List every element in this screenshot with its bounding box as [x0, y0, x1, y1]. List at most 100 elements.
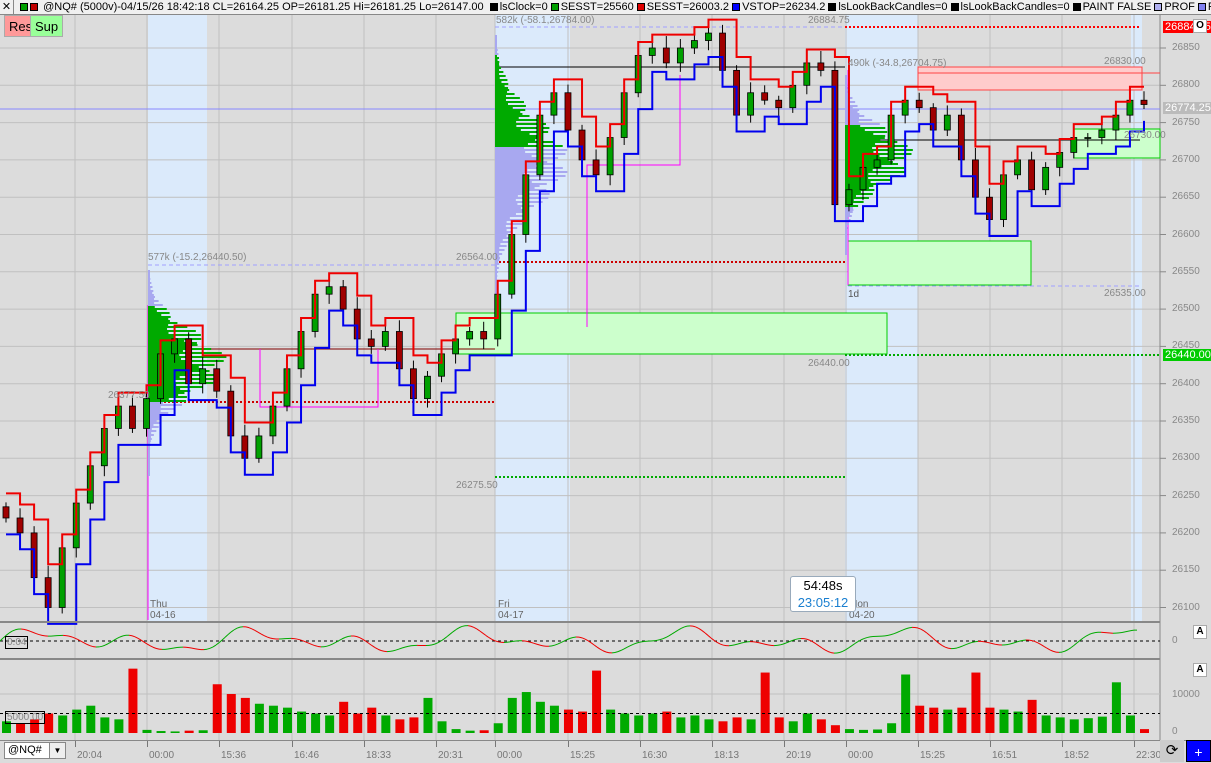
- legend-item: VSTOP=26234.2: [729, 1, 825, 13]
- volume-autoscale-button[interactable]: A: [1193, 663, 1207, 677]
- volume-profile-bar: [495, 87, 508, 89]
- volume-bar: [297, 712, 306, 733]
- oscillator-segment: [99, 646, 102, 647]
- volume-profile-bar: [148, 404, 182, 406]
- candle: [3, 507, 9, 518]
- volume-bar: [873, 729, 882, 733]
- oscillator-segment: [993, 644, 996, 645]
- refresh-icon[interactable]: ⟳: [1160, 740, 1184, 762]
- volume-profile-bar: [495, 81, 501, 83]
- oscillator-segment: [315, 646, 318, 647]
- volume-bar: [508, 698, 517, 733]
- oscillator-segment: [762, 643, 765, 644]
- oscillator-segment: [597, 647, 600, 649]
- time-tick: 22:30: [1136, 750, 1161, 761]
- pane-divider: [0, 621, 1160, 623]
- oscillator-segment: [246, 627, 249, 628]
- volume-profile-bar: [845, 179, 891, 181]
- volume-profile-bar: [148, 418, 161, 420]
- volume-profile-bar: [495, 195, 518, 197]
- oscillator-segment: [840, 651, 843, 652]
- candle: [326, 287, 332, 294]
- oscillator-segment: [189, 648, 192, 649]
- level-label: 26535.00: [1104, 288, 1146, 299]
- oscillator-segment: [837, 652, 840, 653]
- volume-profile-bar: [148, 332, 169, 334]
- day-date: 04-17: [498, 610, 524, 621]
- volume-profile-bar: [148, 314, 161, 316]
- plus-icon[interactable]: +: [1186, 740, 1211, 762]
- red-square-icon: [30, 3, 38, 11]
- oscillator-segment: [945, 647, 948, 648]
- time-tick: 18:33: [366, 750, 391, 761]
- volume-profile-bar: [845, 229, 847, 231]
- oscillator-segment: [255, 630, 258, 632]
- legend-label: lsLookBackCandles=0: [961, 1, 1070, 13]
- time-tick-mark: [568, 741, 569, 747]
- oscillator-segment: [633, 643, 636, 644]
- volume-bar: [480, 730, 489, 733]
- volume-bar: [494, 723, 503, 733]
- oscillator-segment: [111, 640, 114, 642]
- oscillator-segment: [765, 644, 768, 645]
- oscillator-segment: [735, 644, 738, 645]
- volume-bar: [100, 717, 109, 733]
- close-icon[interactable]: ✕: [0, 0, 14, 14]
- time-tick-mark: [219, 741, 220, 747]
- volume-profile-bar: [845, 233, 847, 235]
- price-chart[interactable]: [0, 15, 1211, 740]
- oscillator-segment: [861, 639, 864, 640]
- volume-profile-bar: [148, 460, 150, 462]
- symbol-select[interactable]: @NQ#▼: [4, 742, 66, 759]
- volume-bar: [1112, 682, 1121, 733]
- price-tick: 26650: [1172, 191, 1200, 202]
- volume-profile-bar: [495, 177, 526, 179]
- oscillator-segment: [306, 642, 309, 643]
- oscillator-segment: [828, 651, 831, 652]
- oscillator-segment: [1089, 633, 1092, 634]
- candle: [214, 369, 220, 391]
- volume-bar: [1070, 719, 1079, 733]
- chevron-down-icon[interactable]: ▼: [49, 743, 65, 758]
- volume-profile-bar: [845, 105, 858, 107]
- volume-bar: [1098, 717, 1107, 733]
- oscillator-segment: [561, 641, 564, 642]
- volume-bar: [466, 731, 475, 733]
- volume-profile-bar: [495, 141, 553, 143]
- o-button[interactable]: O: [1193, 19, 1207, 33]
- oscillator-segment: [603, 651, 606, 652]
- candle: [649, 48, 655, 55]
- oscillator-segment: [402, 647, 405, 648]
- volume-profile-bar: [148, 414, 161, 416]
- oscillator-segment: [138, 638, 141, 640]
- time-tick: 16:30: [642, 750, 667, 761]
- volume-profile-bar: [495, 71, 503, 73]
- volume-profile-bar: [495, 169, 527, 171]
- profile-label: 582k (-58.1,26784.00): [496, 15, 594, 26]
- volume-bar: [845, 729, 854, 733]
- oscillator-segment: [462, 626, 465, 627]
- volume-profile-bar: [495, 63, 499, 65]
- oscillator-segment: [627, 646, 630, 648]
- oscillator-segment: [486, 636, 489, 638]
- volume-profile-bar: [495, 199, 516, 201]
- volume-bar: [719, 721, 728, 733]
- volume-profile-bar: [148, 280, 150, 282]
- sup-button[interactable]: Sup: [30, 15, 63, 37]
- volume-profile-bar: [148, 294, 154, 296]
- oscillator-autoscale-button[interactable]: A: [1193, 625, 1207, 639]
- green-square-icon: [20, 3, 28, 11]
- candle: [916, 100, 922, 107]
- volume-profile-bar: [495, 221, 507, 223]
- volume-profile-bar: [845, 101, 855, 103]
- legend-item: lsLookBackCandles=0: [825, 1, 947, 13]
- volume-profile-bar: [845, 159, 889, 161]
- candle: [593, 160, 599, 175]
- oscillator-segment: [657, 640, 660, 641]
- volume-profile-bar: [495, 201, 543, 203]
- volume-bar: [283, 708, 292, 733]
- volume-profile-bar: [495, 43, 497, 45]
- oscillator-segment: [1041, 645, 1044, 647]
- time-tick: 16:46: [294, 750, 319, 761]
